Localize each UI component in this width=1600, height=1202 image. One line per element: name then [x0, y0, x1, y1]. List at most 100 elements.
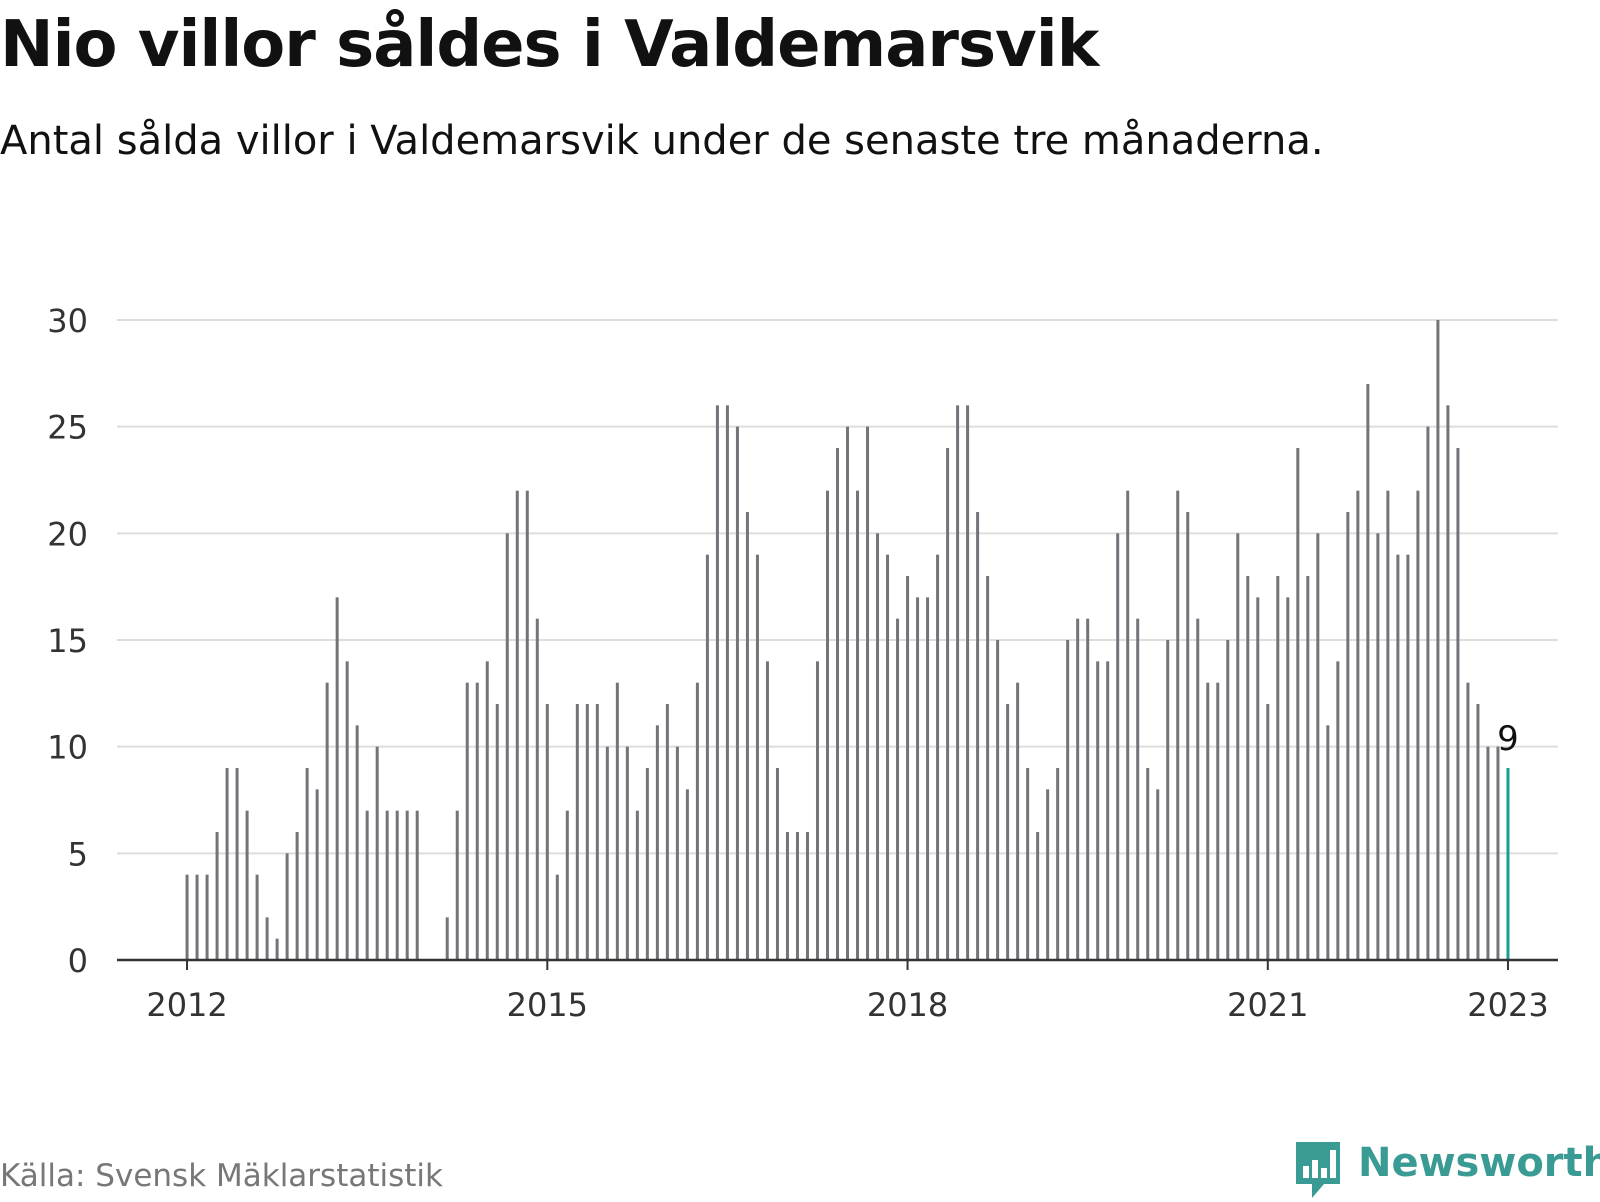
bar	[355, 725, 359, 960]
bar	[1136, 618, 1140, 960]
bar	[1426, 426, 1430, 961]
page-subtitle: Antal sålda villor i Valdemarsvik under …	[0, 118, 1324, 164]
bar	[295, 832, 299, 960]
y-tick-label: 5	[68, 835, 88, 873]
bar	[996, 640, 1000, 960]
bar	[886, 554, 890, 960]
bar	[1066, 640, 1070, 960]
bar	[255, 874, 259, 960]
bar	[185, 874, 189, 960]
newsworthy-logo-icon	[1296, 1142, 1340, 1198]
bar	[755, 554, 759, 960]
bar	[1056, 768, 1060, 960]
bar	[1366, 384, 1370, 960]
bar	[1266, 704, 1270, 960]
bar	[1076, 618, 1080, 960]
bar	[235, 768, 239, 960]
bar	[1046, 789, 1050, 960]
bar	[375, 746, 379, 960]
bar	[876, 533, 880, 960]
bar	[1456, 448, 1460, 960]
bar	[505, 533, 509, 960]
bar	[195, 874, 199, 960]
bar	[405, 810, 409, 960]
bar	[1496, 746, 1500, 960]
bar	[1326, 725, 1330, 960]
bar	[1176, 490, 1180, 960]
bar	[1296, 448, 1300, 960]
x-tick-label: 2018	[867, 986, 948, 1024]
y-tick-label: 25	[47, 409, 88, 447]
bar	[1416, 490, 1420, 960]
bar	[415, 810, 419, 960]
bar	[645, 768, 649, 960]
bar	[805, 832, 809, 960]
bar	[655, 725, 659, 960]
bar	[365, 810, 369, 960]
bar	[695, 682, 699, 960]
bar	[515, 490, 519, 960]
y-tick-label: 0	[68, 942, 88, 980]
x-tick-label: 2021	[1227, 986, 1308, 1024]
bar	[725, 405, 729, 960]
bar	[1006, 704, 1010, 960]
x-axis: 2012 2015 2018 2021 2023	[117, 958, 1558, 1024]
source-note: Källa: Svensk Mäklarstatistik	[0, 1158, 443, 1194]
y-axis-labels: 0 5 10 15 20 25 30	[47, 302, 88, 980]
bar	[1406, 554, 1410, 960]
bar	[1216, 682, 1220, 960]
bar	[1256, 597, 1260, 960]
bar	[1436, 320, 1440, 960]
bar	[575, 704, 579, 960]
bar	[1246, 576, 1250, 960]
bar	[1126, 490, 1130, 960]
x-tick-label: 2015	[507, 986, 588, 1024]
bar	[585, 704, 589, 960]
bar	[1196, 618, 1200, 960]
bar	[986, 576, 990, 960]
bar	[815, 661, 819, 960]
bar	[635, 810, 639, 960]
bar	[1286, 597, 1290, 960]
bar	[926, 597, 930, 960]
bar	[1226, 640, 1230, 960]
bar	[285, 853, 289, 960]
bar	[335, 597, 339, 960]
bar	[1086, 618, 1090, 960]
bar	[916, 597, 920, 960]
bar	[465, 682, 469, 960]
bar	[1116, 533, 1120, 960]
bar	[385, 810, 389, 960]
bar	[956, 405, 960, 960]
bar	[856, 490, 860, 960]
bar	[265, 917, 269, 960]
bar	[735, 426, 739, 961]
page-title: Nio villor såldes i Valdemarsvik	[0, 8, 1099, 82]
bar	[1446, 405, 1450, 960]
bars: 9	[185, 320, 1519, 961]
bar	[545, 704, 549, 960]
bar	[1466, 682, 1470, 960]
bar	[745, 512, 749, 960]
bar	[1016, 682, 1020, 960]
bar	[705, 554, 709, 960]
bar	[825, 490, 829, 960]
y-tick-label: 20	[47, 515, 88, 553]
bar	[946, 448, 950, 960]
bar	[595, 704, 599, 960]
bar	[1156, 789, 1160, 960]
bar	[775, 768, 779, 960]
bar	[1396, 554, 1400, 960]
bar	[1206, 682, 1210, 960]
bar	[1146, 768, 1150, 960]
bar	[615, 682, 619, 960]
bar	[315, 789, 319, 960]
y-tick-label: 10	[47, 729, 88, 767]
bar	[525, 490, 529, 960]
bar	[325, 682, 329, 960]
bar	[245, 810, 249, 960]
bar	[1106, 661, 1110, 960]
bar	[966, 405, 970, 960]
bar	[625, 746, 629, 960]
